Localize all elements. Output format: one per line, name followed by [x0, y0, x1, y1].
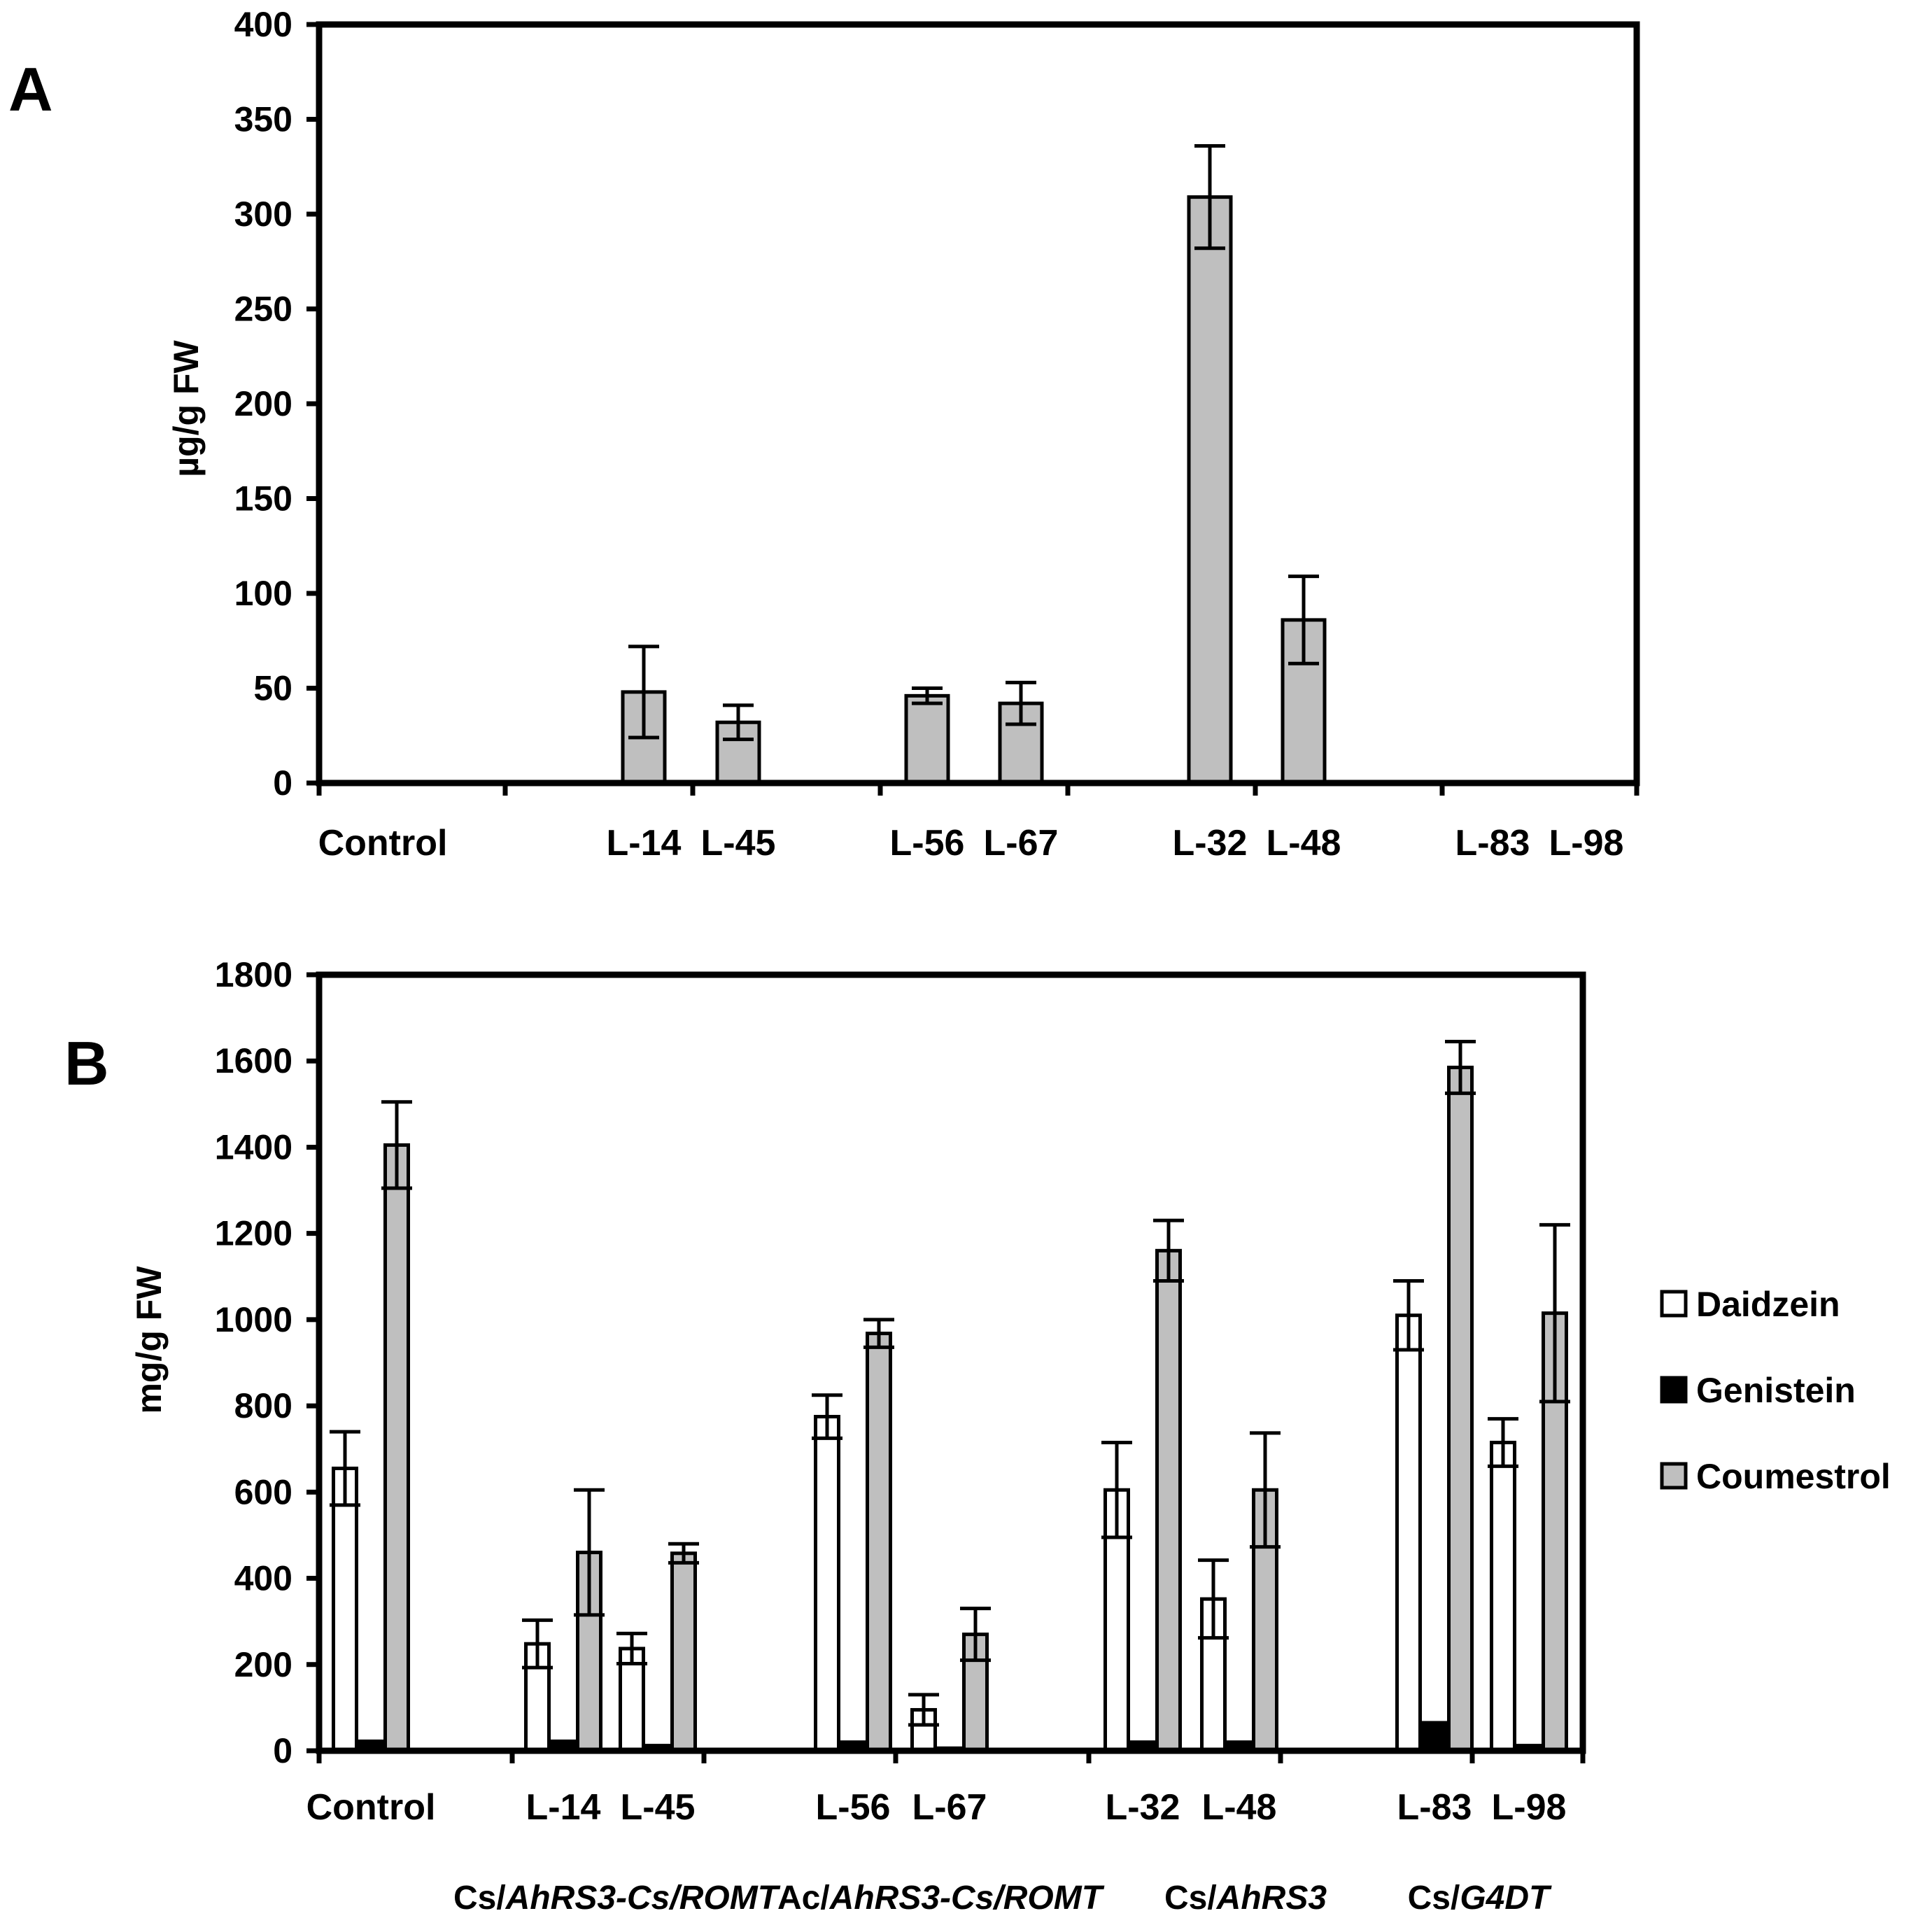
chart-a-category-label-l-56: L-56: [890, 823, 965, 863]
chart-a-y-tick-label: 250: [234, 290, 292, 329]
chart-a-category-label-l-83: L-83: [1455, 823, 1530, 863]
chart-b-y-tick-label: 1800: [215, 955, 292, 994]
chart-a-category-label-l-14: L-14: [607, 823, 682, 863]
chart-b-y-tick-label: 600: [234, 1472, 292, 1511]
group-label-construct: AhRS3: [1216, 1880, 1327, 1917]
chart-a-category-label-l-98: L-98: [1549, 823, 1624, 863]
chart-b-y-tick-label: 400: [234, 1559, 292, 1598]
chart-a-category-label-control: Control: [318, 823, 448, 863]
chart-b-category-label-l-14: L-14: [526, 1787, 601, 1828]
group-label-construct: AhRS3-Cs/ROMT: [505, 1880, 781, 1917]
chart-b-category-label-l-32: L-32: [1106, 1787, 1180, 1828]
chart-b-plot-frame: [316, 971, 1586, 1754]
chart-a-y-tick-label: 300: [234, 195, 292, 234]
chart-b-bar-daidzein-l-56: [814, 1415, 840, 1753]
chart-b-category-label-l-45: L-45: [621, 1787, 696, 1828]
chart-a-bar-coumestrol-l-32: [1187, 195, 1233, 785]
chart-a-y-axis-title: µg/g FW: [167, 339, 206, 477]
chart-b-bar-daidzein-control: [332, 1466, 358, 1753]
group-label-prefix: Ac/: [777, 1880, 830, 1917]
chart-b-bar-coumestrol-l-32: [1155, 1248, 1182, 1753]
chart-a-y-tick-label: 400: [234, 5, 292, 44]
group-label-prefix: Cs/: [1408, 1880, 1460, 1917]
chart-a-y-tick-label: 150: [234, 479, 292, 519]
chart-a-y-tick-label: 0: [273, 763, 292, 803]
chart-a-y-tick-label: 50: [253, 669, 292, 708]
chart-b-category-label-l-48: L-48: [1202, 1787, 1277, 1828]
chart-b-bar-daidzein-l-98: [1490, 1440, 1516, 1753]
legend-label-coumestrol: Coumestrol: [1696, 1457, 1891, 1496]
chart-a-y-tick-label: 200: [234, 384, 292, 423]
group-label-construct: AhRS3-Cs/ROMT: [829, 1880, 1105, 1917]
chart-a-category-label-l-32: L-32: [1173, 823, 1248, 863]
chart-b-bar-genistein-l-83: [1421, 1721, 1448, 1753]
chart-b-bar-coumestrol-control: [383, 1143, 410, 1753]
chart-b-y-tick-label: 1000: [215, 1300, 292, 1339]
panel-label-a: A: [8, 55, 53, 124]
legend-label-genistein: Genistein: [1696, 1371, 1856, 1410]
chart-b-bar-daidzein-l-45: [619, 1647, 645, 1753]
chart-b-group-label-2: Ac/AhRS3-Cs/ROMT: [777, 1880, 1105, 1917]
chart-a: A µg/g FW 0 50 100 150 200 250 300 350 400 Contr…: [8, 5, 1640, 863]
chart-b-bar-daidzein-l-83: [1395, 1313, 1422, 1753]
chart-b-bar-coumestrol-l-45: [670, 1551, 697, 1753]
legend-label-daidzein: Daidzein: [1696, 1285, 1840, 1324]
chart-a-y-tick-label: 350: [234, 100, 292, 139]
group-label-prefix: Cs/: [1164, 1880, 1217, 1917]
chart-b-group-label-1: Cs/AhRS3-Cs/ROMT: [453, 1880, 781, 1917]
chart-b-y-tick-label: 0: [273, 1731, 292, 1770]
chart-b-y-tick-label: 1200: [215, 1214, 292, 1253]
legend-swatch-genistein: [1660, 1376, 1688, 1404]
chart-b-bar-coumestrol-l-56: [866, 1332, 892, 1753]
chart-b-category-label-l-83: L-83: [1397, 1787, 1472, 1828]
chart-a-y-tick-label: 100: [234, 574, 292, 613]
chart-a-category-label-l-48: L-48: [1267, 823, 1341, 863]
chart-b-y-tick-label: 200: [234, 1645, 292, 1684]
chart-b-y-tick-label: 800: [234, 1386, 292, 1425]
chart-b-category-label-l-67: L-67: [912, 1787, 987, 1828]
chart-b-category-label-control: Control: [306, 1787, 436, 1828]
chart-b-y-tick-label: 1400: [215, 1127, 292, 1166]
chart-b-category-label-l-98: L-98: [1492, 1787, 1567, 1828]
chart-b-y-tick-label: 1600: [215, 1041, 292, 1080]
legend-swatch-daidzein: [1660, 1290, 1688, 1318]
chart-b-bar-coumestrol-l-83: [1447, 1065, 1474, 1753]
chart-b-category-label-l-56: L-56: [816, 1787, 891, 1828]
chart-b-group-label-3: Cs/AhRS3: [1164, 1880, 1327, 1917]
chart-b-y-axis-title: mg/g FW: [129, 1266, 169, 1414]
legend-swatch-coumestrol: [1660, 1462, 1688, 1490]
chart-a-category-label-l-67: L-67: [984, 823, 1059, 863]
panel-label-b: B: [64, 1029, 109, 1098]
group-label-prefix: Cs/: [453, 1880, 506, 1917]
chart-a-bar-coumestrol-l-56: [904, 693, 950, 785]
chart-b: B mg/g FW 0 200 400 600 800 1000 1200 1400 1600 1…: [64, 955, 1891, 1917]
chart-b-group-label-4: Cs/G4DT: [1408, 1880, 1552, 1917]
chart-a-plot-frame: [316, 21, 1640, 787]
group-label-construct: G4DT: [1460, 1880, 1552, 1917]
chart-a-category-label-l-45: L-45: [701, 823, 776, 863]
